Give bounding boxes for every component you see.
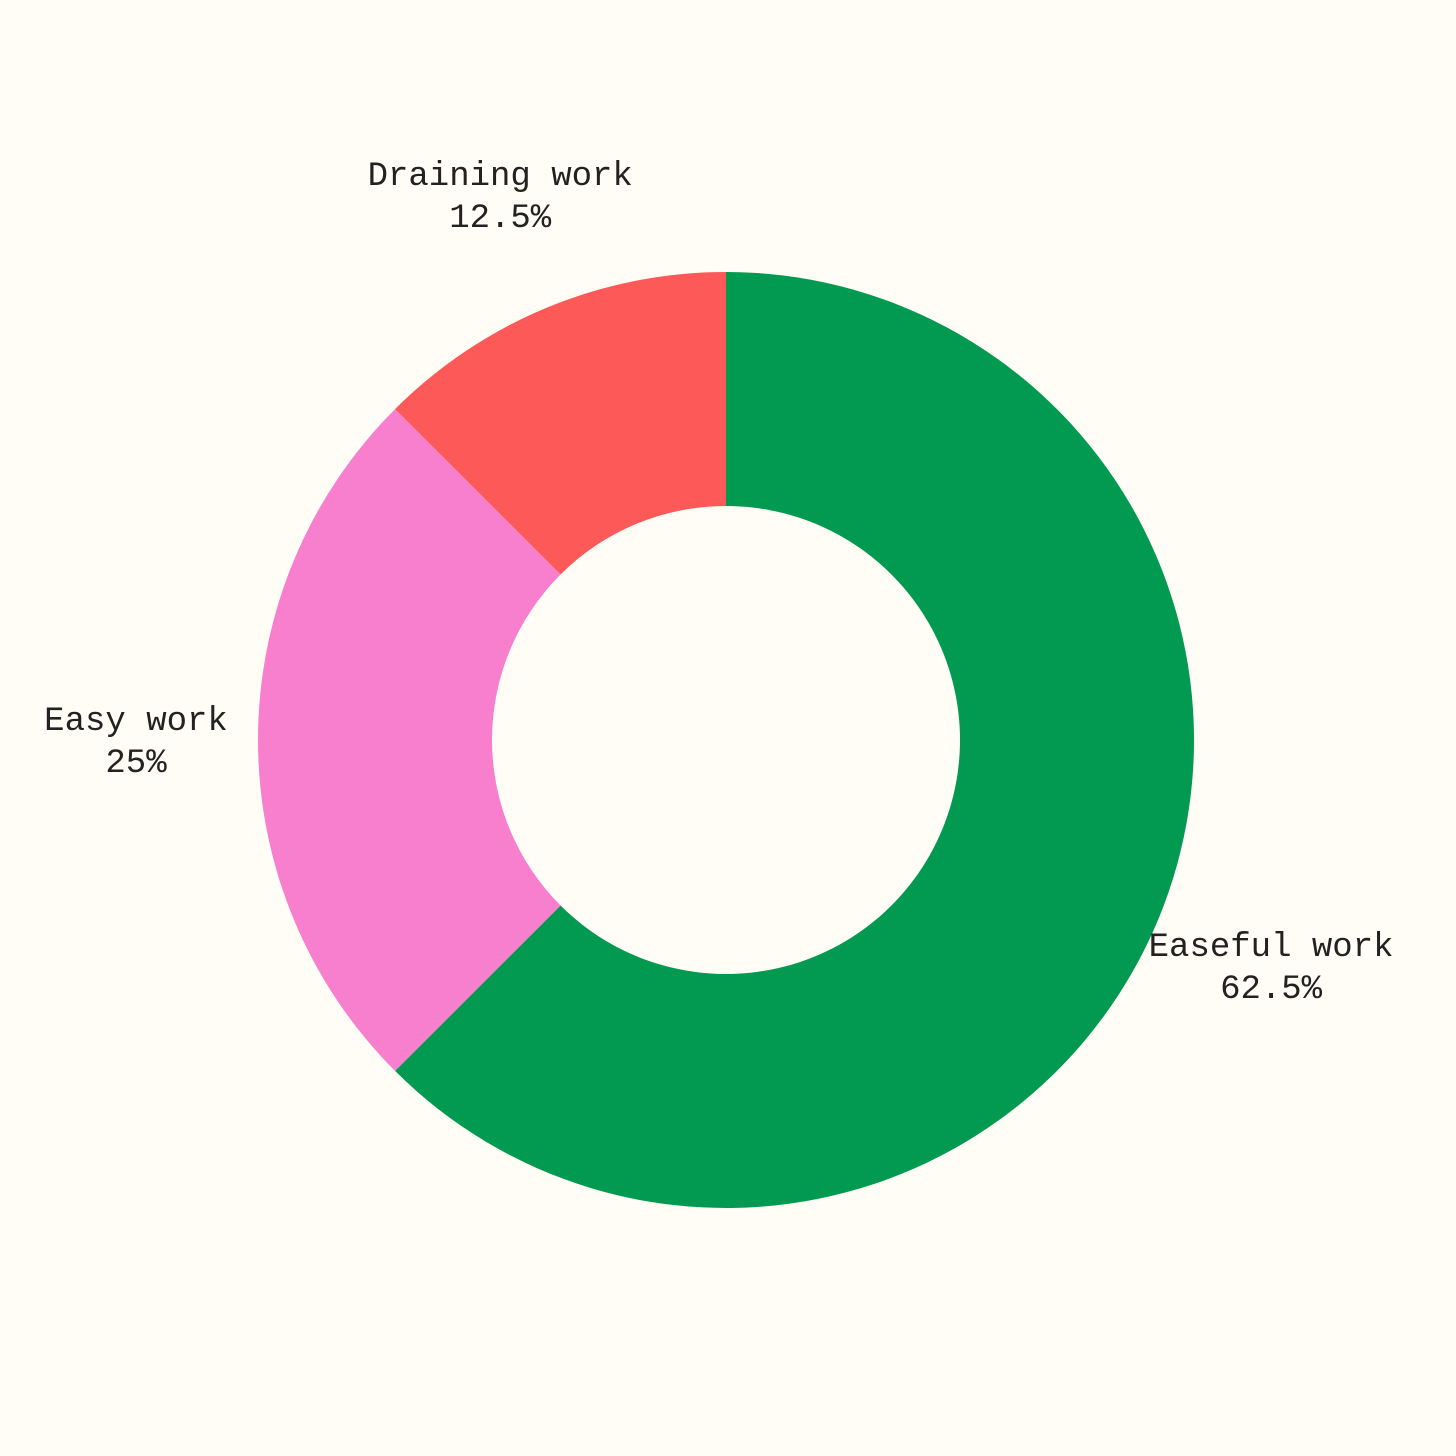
slice bbox=[395, 272, 1194, 1208]
slice-value-label: 25% bbox=[105, 745, 167, 783]
slice bbox=[395, 272, 726, 575]
slice-label: Draining work bbox=[368, 158, 633, 196]
slice-label: Easy work bbox=[44, 703, 228, 741]
slice-label: Easeful work bbox=[1149, 929, 1394, 967]
slice-value-label: 62.5% bbox=[1220, 971, 1323, 1009]
slice-value-label: 12.5% bbox=[449, 200, 552, 238]
slice bbox=[257, 409, 561, 1071]
